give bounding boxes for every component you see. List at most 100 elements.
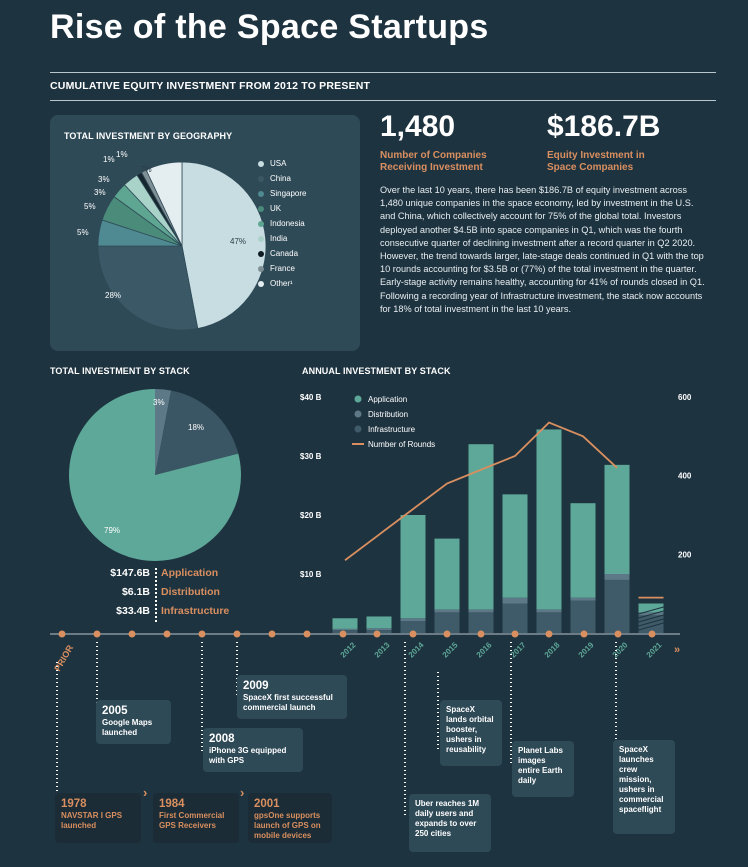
y-tick-label: $30 B <box>300 452 322 461</box>
geo-value-label: 5% <box>77 228 89 237</box>
event-2008: 2008 iPhone 3G equipped with GPS <box>203 728 303 772</box>
geo-slice-other <box>145 161 183 247</box>
geo-legend-item: France <box>258 261 306 276</box>
annual-chart-title: ANNUAL INVESTMENT BY STACK <box>302 366 451 376</box>
legend-dot-icon <box>258 280 264 287</box>
event-2015: SpaceX lands orbital booster, ushers in … <box>440 700 502 766</box>
timeline-dot <box>128 630 136 638</box>
timeline-arrow-2: › <box>240 785 245 800</box>
legend-dot-icon <box>258 265 264 272</box>
geography-pie-chart: 47% 28% 5% 5% 3% 3% 1%1% 7% <box>77 150 267 331</box>
stack-value-label: 3% <box>153 398 165 407</box>
distribution-amount: $6.1B <box>121 586 150 598</box>
annual-legend-label: Number of Rounds <box>368 440 435 449</box>
geo-value-label: 5% <box>84 202 96 211</box>
event-2009-year: 2009 <box>243 680 269 692</box>
geo-legend-label: Singapore <box>270 189 307 198</box>
stack-chart-title: TOTAL INVESTMENT BY STACK <box>50 366 190 376</box>
bar-infrastructure-2017 <box>502 603 528 633</box>
event-2020-text: SpaceX launches crew mission, ushers in … <box>619 745 664 814</box>
equity-investment-label: Equity Investment in Space Companies <box>547 150 645 174</box>
event-2014-text: Uber reaches 1M daily users and expands … <box>415 799 480 838</box>
event-2001-text: gpsOne supports launch of GPS on mobile … <box>254 811 321 840</box>
bar-distribution-2019 <box>570 597 596 601</box>
bar-infrastructure-2015 <box>434 612 460 633</box>
timeline-dot <box>477 630 485 638</box>
geo-value-label: 47% <box>230 237 246 246</box>
bar-application-2012 <box>332 618 358 629</box>
geo-legend-item: India <box>258 231 306 246</box>
legend-dot-icon <box>258 235 264 242</box>
legend-dot-icon <box>258 190 264 197</box>
bar-distribution-2016 <box>468 609 494 613</box>
bar-2021-hatch <box>638 610 664 619</box>
legend-dot-icon <box>258 220 264 227</box>
timeline-dot <box>93 630 101 638</box>
geo-legend-label: China <box>270 174 291 183</box>
legend-dot-icon <box>354 410 362 418</box>
legend-dot-icon <box>354 395 362 403</box>
bar-infrastructure-2019 <box>570 600 596 633</box>
timeline-dot <box>58 630 66 638</box>
bar-application-2015 <box>434 538 460 610</box>
stack-dotted-divider <box>155 568 157 622</box>
timeline-prior-label: PRIOR <box>52 643 75 673</box>
bar-infrastructure-2016 <box>468 612 494 633</box>
legend-dot-icon <box>354 425 362 433</box>
infrastructure-amount: $33.4B <box>116 605 150 617</box>
timeline: PRIOR <box>50 630 680 834</box>
timeline-dot <box>614 630 622 638</box>
geo-legend-item: Canada <box>258 246 306 261</box>
event-1984: 1984 First Commercial GPS Receivers <box>153 793 239 843</box>
geo-legend-label: Indonesia <box>270 219 305 228</box>
geo-slice-china <box>97 245 199 331</box>
event-1984-text: First Commercial GPS Receivers <box>159 811 225 830</box>
bar-application-2021 <box>638 603 664 613</box>
bar-distribution-2018 <box>536 609 562 613</box>
annual-legend-label: Application <box>368 395 407 404</box>
bar-infrastructure-2020 <box>604 579 630 633</box>
geo-legend-label: Canada <box>270 249 299 258</box>
geo-slice-usa <box>181 161 267 329</box>
annual-legend-label: Distribution <box>368 410 408 419</box>
event-2008-year: 2008 <box>209 733 235 745</box>
bar-2021-hatch <box>638 618 664 627</box>
geo-legend-item: UK <box>258 201 306 216</box>
geo-legend-label: France <box>270 264 295 273</box>
bar-application-2013 <box>366 616 392 629</box>
y-tick-label: $20 B <box>300 511 322 520</box>
stack-slice-distribution <box>155 389 172 475</box>
geo-legend-item: Singapore <box>258 186 306 201</box>
geo-value-label: 28% <box>105 291 121 300</box>
equity-label-line1: Equity Investment in <box>547 150 645 161</box>
event-2005-year: 2005 <box>102 705 128 717</box>
infrastructure-label: Infrastructure <box>161 605 230 617</box>
geo-legend-label: Other¹ <box>270 279 293 288</box>
timeline-dot <box>511 630 519 638</box>
geo-legend-label: UK <box>270 204 282 213</box>
timeline-dot <box>373 630 381 638</box>
timeline-dot <box>580 630 588 638</box>
bar-distribution-2014 <box>400 618 426 622</box>
distribution-label: Distribution <box>161 586 220 598</box>
timeline-dot <box>163 630 171 638</box>
title-divider <box>50 72 716 73</box>
timeline-dot <box>443 630 451 638</box>
stack-value-label: 18% <box>188 423 204 432</box>
event-2017-text: Planet Labs images entire Earth daily <box>518 746 563 785</box>
geo-value-label: 1% <box>116 150 128 159</box>
stack-slice-infrastructure <box>155 390 239 475</box>
legend-dot-icon <box>258 250 264 257</box>
timeline-dot <box>339 630 347 638</box>
geo-value-label: 7% <box>140 165 152 174</box>
bar-distribution-2021 <box>638 612 664 616</box>
geography-legend: USA China Singapore UK Indonesia India Canada F… <box>258 156 306 291</box>
bar-application-2019 <box>570 503 596 598</box>
timeline-dot <box>545 630 553 638</box>
event-1978-text: NAVSTAR I GPS launched <box>61 811 123 830</box>
legend-dot-icon <box>258 160 264 167</box>
event-2020: SpaceX launches crew mission, ushers in … <box>613 740 675 834</box>
companies-label-line2: Receiving Investment <box>380 162 483 173</box>
bar-application-2014 <box>400 515 426 619</box>
event-2005: 2005 Google Maps launched <box>96 700 171 744</box>
